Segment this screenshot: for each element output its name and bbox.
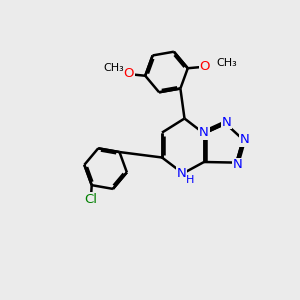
Text: O: O <box>124 67 134 80</box>
Text: H: H <box>185 175 194 185</box>
Text: N: N <box>199 126 209 140</box>
Text: O: O <box>200 60 210 73</box>
Text: N: N <box>221 116 231 129</box>
Text: Cl: Cl <box>85 193 98 206</box>
Text: N: N <box>233 158 242 172</box>
Text: N: N <box>177 167 186 180</box>
Text: CH₃: CH₃ <box>103 63 124 73</box>
Text: CH₃: CH₃ <box>217 58 238 68</box>
Text: N: N <box>240 133 249 146</box>
